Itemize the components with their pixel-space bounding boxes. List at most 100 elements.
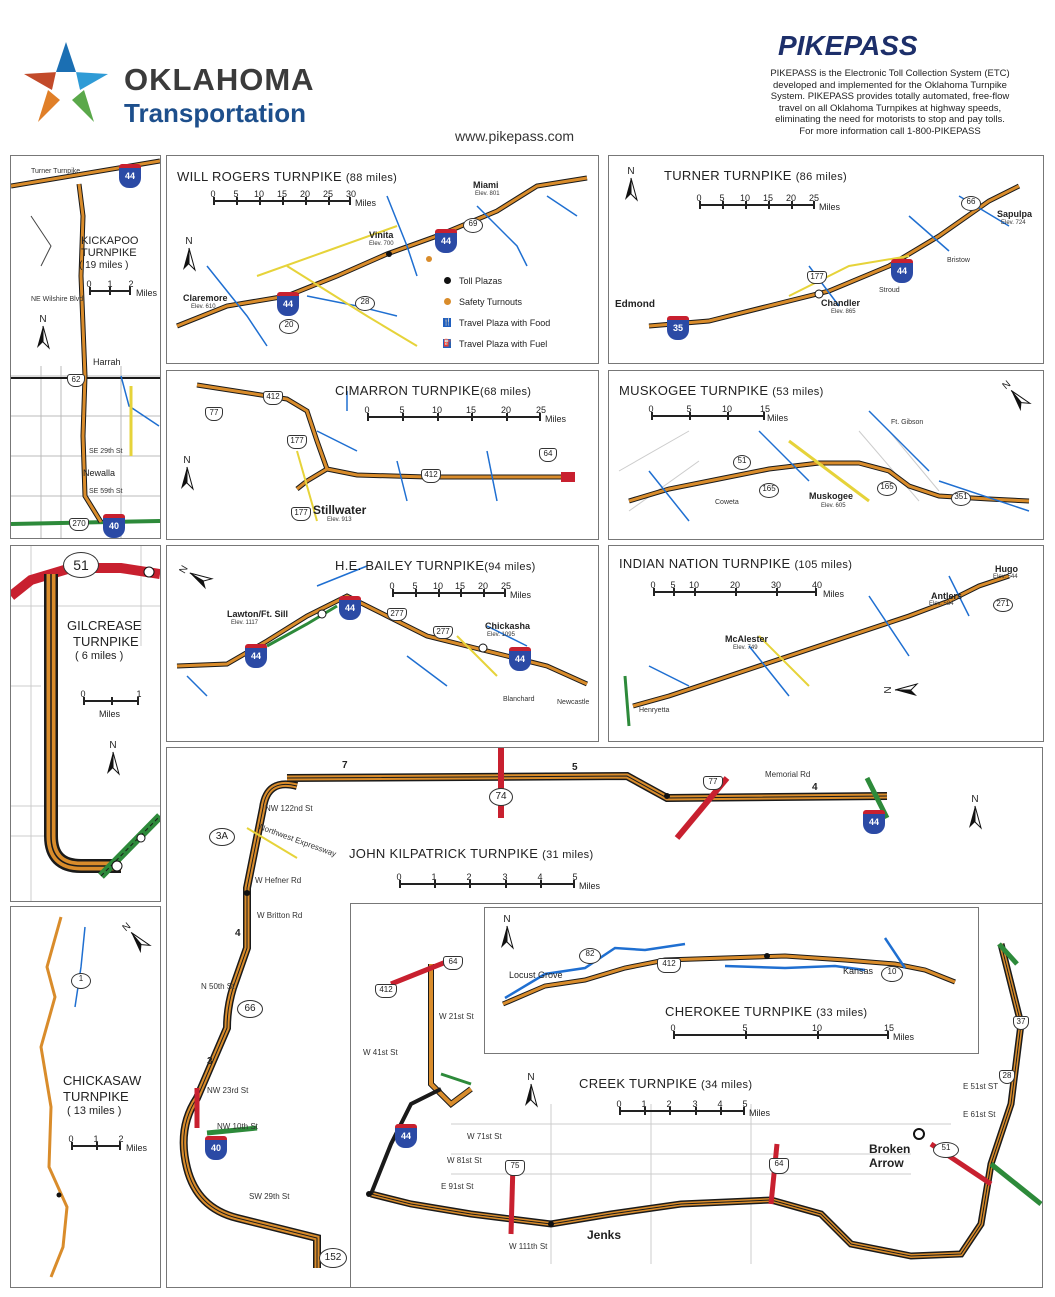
elev-chandler: Elev. 865 [831, 309, 856, 315]
gilcrease-map [11, 546, 160, 901]
desc-line: travel on all Oklahoma Turnpikes at high… [778, 102, 1002, 114]
legend-toll-plazas: Toll Plazas [435, 270, 550, 291]
map-legend: Toll Plazas Safety Turnouts 🍴 Travel Plaz… [435, 270, 550, 354]
city-lawton: Lawton/Ft. Sill [227, 609, 288, 619]
will-rogers-title: WILL ROGERS TURNPIKE (88 miles) [177, 169, 397, 184]
route-412-shield: 412 [263, 391, 283, 405]
route-20-shield: 20 [279, 319, 299, 334]
route-177-shield: 177 [291, 507, 311, 521]
route-28-shield: 28 [999, 1070, 1015, 1084]
title-text: WILL ROGERS TURNPIKE [177, 169, 342, 184]
legend-travel-plaza-food: 🍴 Travel Plaza with Food [443, 317, 551, 328]
exit-number: 4 [812, 782, 818, 793]
city-newalla: Newalla [83, 468, 116, 478]
elev-vinita: Elev. 700 [369, 241, 394, 247]
north-arrow-icon: N [521, 1072, 541, 1108]
brand-line1: OKLAHOMA [124, 62, 315, 97]
kickapoo-title: KICKAPOO [81, 235, 139, 247]
road-label: W 71st St [467, 1132, 502, 1141]
route-75-shield: 75 [505, 1160, 525, 1176]
oklahoma-transportation-logo: OKLAHOMA Transportation [16, 36, 346, 132]
route-69-shield: 69 [463, 218, 483, 233]
title-text: CHEROKEE TURNPIKE [665, 1004, 813, 1019]
exit-number: 7 [342, 760, 348, 771]
route-351-shield: 351 [951, 491, 971, 506]
north-arrow-icon: N [996, 375, 1034, 415]
road-label: W 41st St [363, 1048, 398, 1057]
city-stillwater: Stillwater [313, 503, 367, 517]
route-3a-shield: 3A [209, 828, 235, 846]
exit-number: 4 [235, 928, 241, 939]
road-label: W 21st St [439, 1012, 474, 1021]
city-henryetta: Henryetta [639, 707, 670, 714]
city-claremore: Claremore [183, 293, 228, 303]
desc-line: For more information call 1-800-PIKEPASS [799, 125, 981, 137]
chickasaw-miles: ( 13 miles ) [67, 1105, 122, 1117]
route-177-shield: 177 [807, 271, 827, 284]
indian-nation-scale: 0 5 10 20 30 40 Miles [650, 580, 845, 599]
muskogee-scale: 0 5 10 15 Miles [648, 404, 789, 423]
route-1-shield: 1 [71, 973, 91, 989]
chickasaw-title: CHICKASAW [63, 1073, 142, 1088]
title-text: TURNER TURNPIKE [664, 168, 792, 183]
elev-antlers: Elev. 584 [929, 601, 954, 607]
north-arrow-icon: N [621, 166, 641, 202]
elev-stillwater: Elev. 913 [327, 517, 352, 523]
title-text: CIMARRON TURNPIKE [335, 383, 480, 398]
website-url[interactable]: www.pikepass.com [455, 128, 575, 144]
title-text: INDIAN NATION TURNPIKE [619, 556, 791, 571]
interstate-44-shield: 44 [277, 292, 299, 316]
road-label: SW 29th St [249, 1192, 290, 1201]
route-277-shield: 277 [433, 626, 453, 639]
north-arrow-icon: N [497, 914, 517, 950]
interstate-44-shield: 44 [119, 164, 141, 188]
cherokee-scale: 0 5 10 15 Miles [670, 1023, 915, 1042]
miles-text: (105 miles) [794, 559, 853, 571]
road-label: NE Wilshire Blvd [31, 296, 84, 303]
cherokee-title: CHEROKEE TURNPIKE (33 miles) [665, 1004, 867, 1019]
creek-title: CREEK TURNPIKE (34 miles) [579, 1076, 752, 1091]
kickapoo-title2: TURNPIKE [81, 247, 137, 259]
pikepass-description: PIKEPASS is the Electronic Toll Collecti… [740, 68, 1040, 137]
city-chickasha: Chickasha [485, 621, 531, 631]
city-sapulpa: Sapulpa [997, 209, 1033, 219]
cimarron-turnpike-panel: CIMARRON TURNPIKE(68 miles) 0 5 10 15 20 25 M… [166, 370, 599, 540]
north-arrow-icon: N [177, 455, 197, 491]
john-kilpatrick-title: JOHN KILPATRICK TURNPIKE (31 miles) [349, 846, 593, 861]
miles-text: (53 miles) [772, 386, 824, 398]
interstate-44-shield: 44 [509, 647, 531, 671]
star-logo-icon [24, 42, 108, 122]
turner-turnpike-panel: N TURNER TURNPIKE (86 miles) 0 5 10 15 20 25 … [608, 155, 1044, 364]
route-77-shield: 77 [205, 407, 223, 421]
gilcrease-title: GILCREASE [67, 618, 142, 633]
chickasaw-map [39, 916, 86, 1278]
road-label: N 50th St [201, 982, 235, 991]
elev-claremore: Elev. 610 [191, 304, 216, 310]
road-label: SE 29th St [89, 448, 123, 455]
north-arrow-icon: N [965, 794, 985, 830]
road-label: NW 10th St [217, 1122, 258, 1131]
turner-scale: 0 5 10 15 20 25 Miles [696, 193, 841, 212]
interstate-44-shield: 44 [863, 810, 885, 834]
route-82-shield: 82 [579, 948, 601, 964]
john-kilpatrick-map [179, 748, 890, 1268]
elev-chickasha: Elev. 1095 [487, 632, 515, 638]
road-label: SE 59th St [89, 488, 123, 495]
city-vinita: Vinita [369, 230, 394, 240]
indian-nation-map [623, 573, 1010, 727]
route-64-shield: 64 [443, 956, 463, 970]
route-152-shield: 152 [319, 1248, 347, 1268]
elev-muskogee: Elev. 605 [821, 503, 846, 509]
route-66-shield: 66 [961, 196, 981, 211]
desc-line: System. PIKEPASS provides totally automa… [770, 91, 1010, 102]
title-text: JOHN KILPATRICK TURNPIKE [349, 846, 539, 861]
city-kansas: Kansas [843, 966, 874, 976]
road-label: W Britton Rd [257, 911, 303, 920]
city-jenks: Jenks [587, 1228, 622, 1242]
route-62-shield: 62 [67, 374, 85, 387]
route-412-shield: 412 [375, 984, 397, 998]
route-77-shield: 77 [703, 776, 723, 790]
interstate-44-shield: 44 [435, 229, 457, 253]
